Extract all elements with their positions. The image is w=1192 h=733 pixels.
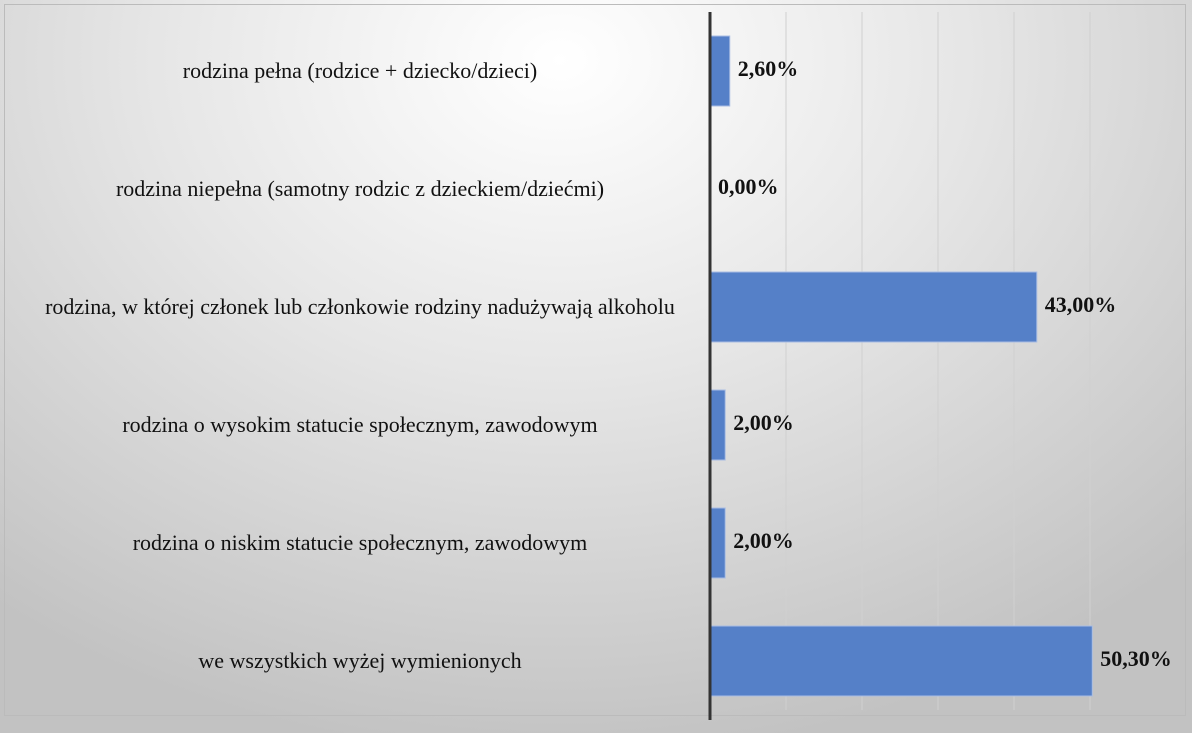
- data-label: 0,00%: [718, 174, 779, 199]
- frame: [4, 4, 1186, 716]
- data-label: 2,60%: [738, 56, 799, 81]
- bar: [709, 271, 1038, 343]
- category-label: rodzina niepełna (samotny rodzic z dziec…: [115, 176, 605, 201]
- data-label: 2,00%: [733, 528, 794, 553]
- bar: [709, 507, 726, 579]
- data-label: 2,00%: [733, 410, 794, 435]
- category-label: we wszystkich wyżej wymienionych: [198, 648, 522, 673]
- bar: [709, 35, 731, 107]
- category-label: rodzina pełna (rodzice + dziecko/dzieci): [182, 58, 538, 83]
- data-label: 50,30%: [1100, 646, 1172, 671]
- bar: [709, 625, 1093, 697]
- bar: [709, 389, 726, 461]
- category-label: rodzina o niskim statucie społecznym, za…: [132, 530, 588, 555]
- data-label: 43,00%: [1045, 292, 1117, 317]
- category-label: rodzina o wysokim statucie społecznym, z…: [122, 412, 598, 437]
- category-label: rodzina, w której członek lub członkowie…: [45, 294, 675, 319]
